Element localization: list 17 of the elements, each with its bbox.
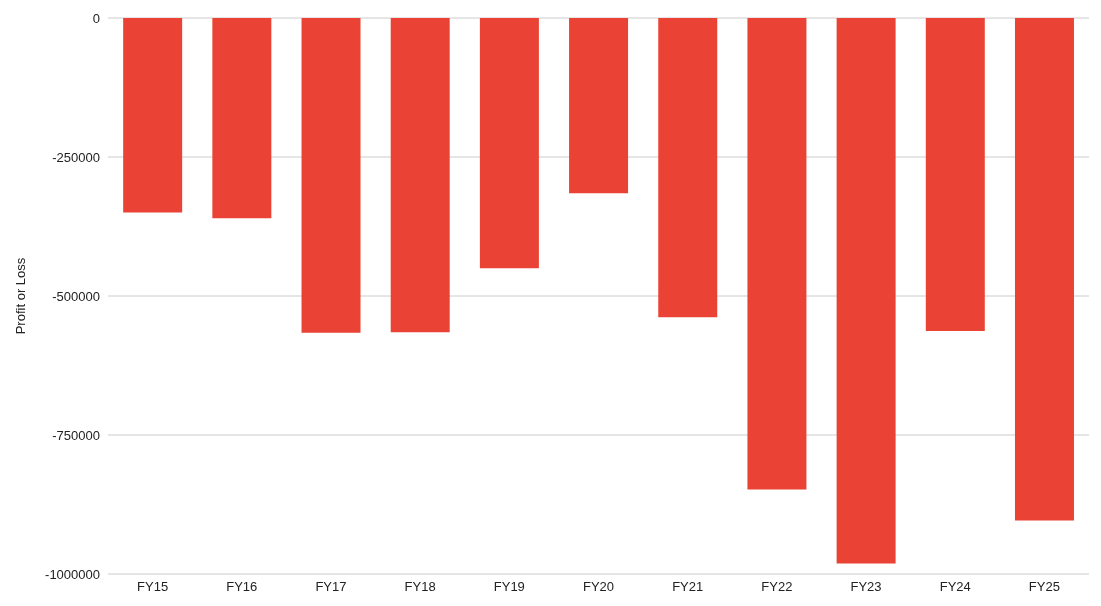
x-tick-label: FY16 xyxy=(226,579,258,595)
y-tick-label: -250000 xyxy=(52,149,100,165)
x-tick-label: FY25 xyxy=(1028,579,1060,595)
x-tick-label: FY20 xyxy=(582,579,615,595)
y-tick-label: -500000 xyxy=(52,288,100,304)
y-tick-label: 0 xyxy=(92,10,100,26)
x-tick-label: FY15 xyxy=(137,579,169,595)
x-tick-label: FY22 xyxy=(761,579,793,595)
x-tick-label: FY21 xyxy=(672,579,704,595)
x-tick-label: FY23 xyxy=(850,579,882,595)
x-tick-label: FY17 xyxy=(315,579,347,595)
x-tick-label: FY19 xyxy=(493,579,525,595)
x-tick-label: FY18 xyxy=(404,579,436,595)
y-tick-label: -750000 xyxy=(52,427,100,443)
y-tick-label: -1000000 xyxy=(45,566,100,582)
x-tick-label: FY24 xyxy=(939,579,971,595)
y-axis-title: Profit or Loss xyxy=(12,257,28,335)
